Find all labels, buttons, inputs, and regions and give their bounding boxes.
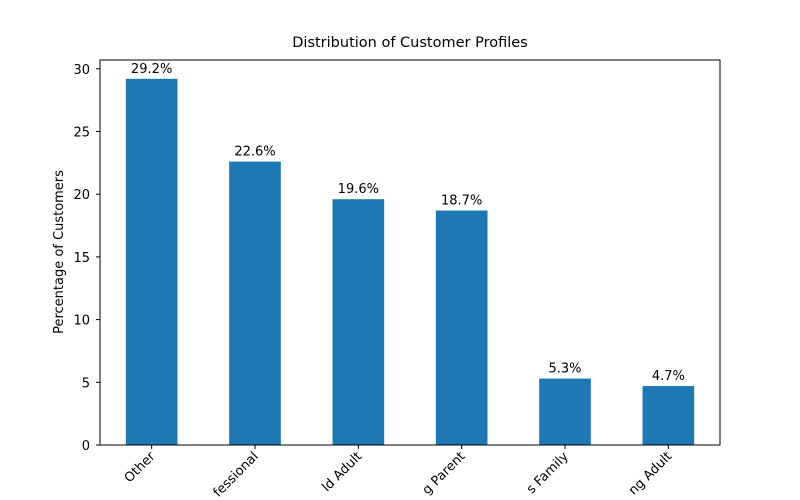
x-tick-label: fessional <box>211 449 262 500</box>
bar <box>125 78 178 446</box>
x-tick-label: ld Adult <box>319 449 365 495</box>
value-label: 4.7% <box>652 369 685 384</box>
bar <box>229 161 281 445</box>
bar <box>435 210 488 445</box>
x-tick-label: ng Adult <box>626 449 675 498</box>
value-label: 22.6% <box>234 145 275 160</box>
y-tick-label: 0 <box>82 439 90 454</box>
x-tick-label: Other <box>122 449 159 486</box>
y-tick-label: 5 <box>82 376 90 391</box>
bar <box>332 199 385 445</box>
value-label: 18.7% <box>441 193 482 208</box>
bar <box>642 386 695 445</box>
y-axis-label: Percentage of Customers <box>52 170 67 334</box>
x-tick-label: g Parent <box>420 449 469 498</box>
y-tick-label: 25 <box>73 125 90 140</box>
y-tick-label: 30 <box>73 63 90 78</box>
y-tick-label: 20 <box>73 188 90 203</box>
y-tick-label: 10 <box>73 314 90 329</box>
plot-frame <box>99 59 721 446</box>
value-label: 29.2% <box>131 62 172 77</box>
x-tick-label: s Family <box>524 449 572 497</box>
value-label: 19.6% <box>338 182 379 197</box>
bar <box>539 378 591 445</box>
value-label: 5.3% <box>548 362 581 377</box>
y-tick-label: 15 <box>73 251 90 266</box>
chart-title: Distribution of Customer Profiles <box>292 35 527 51</box>
